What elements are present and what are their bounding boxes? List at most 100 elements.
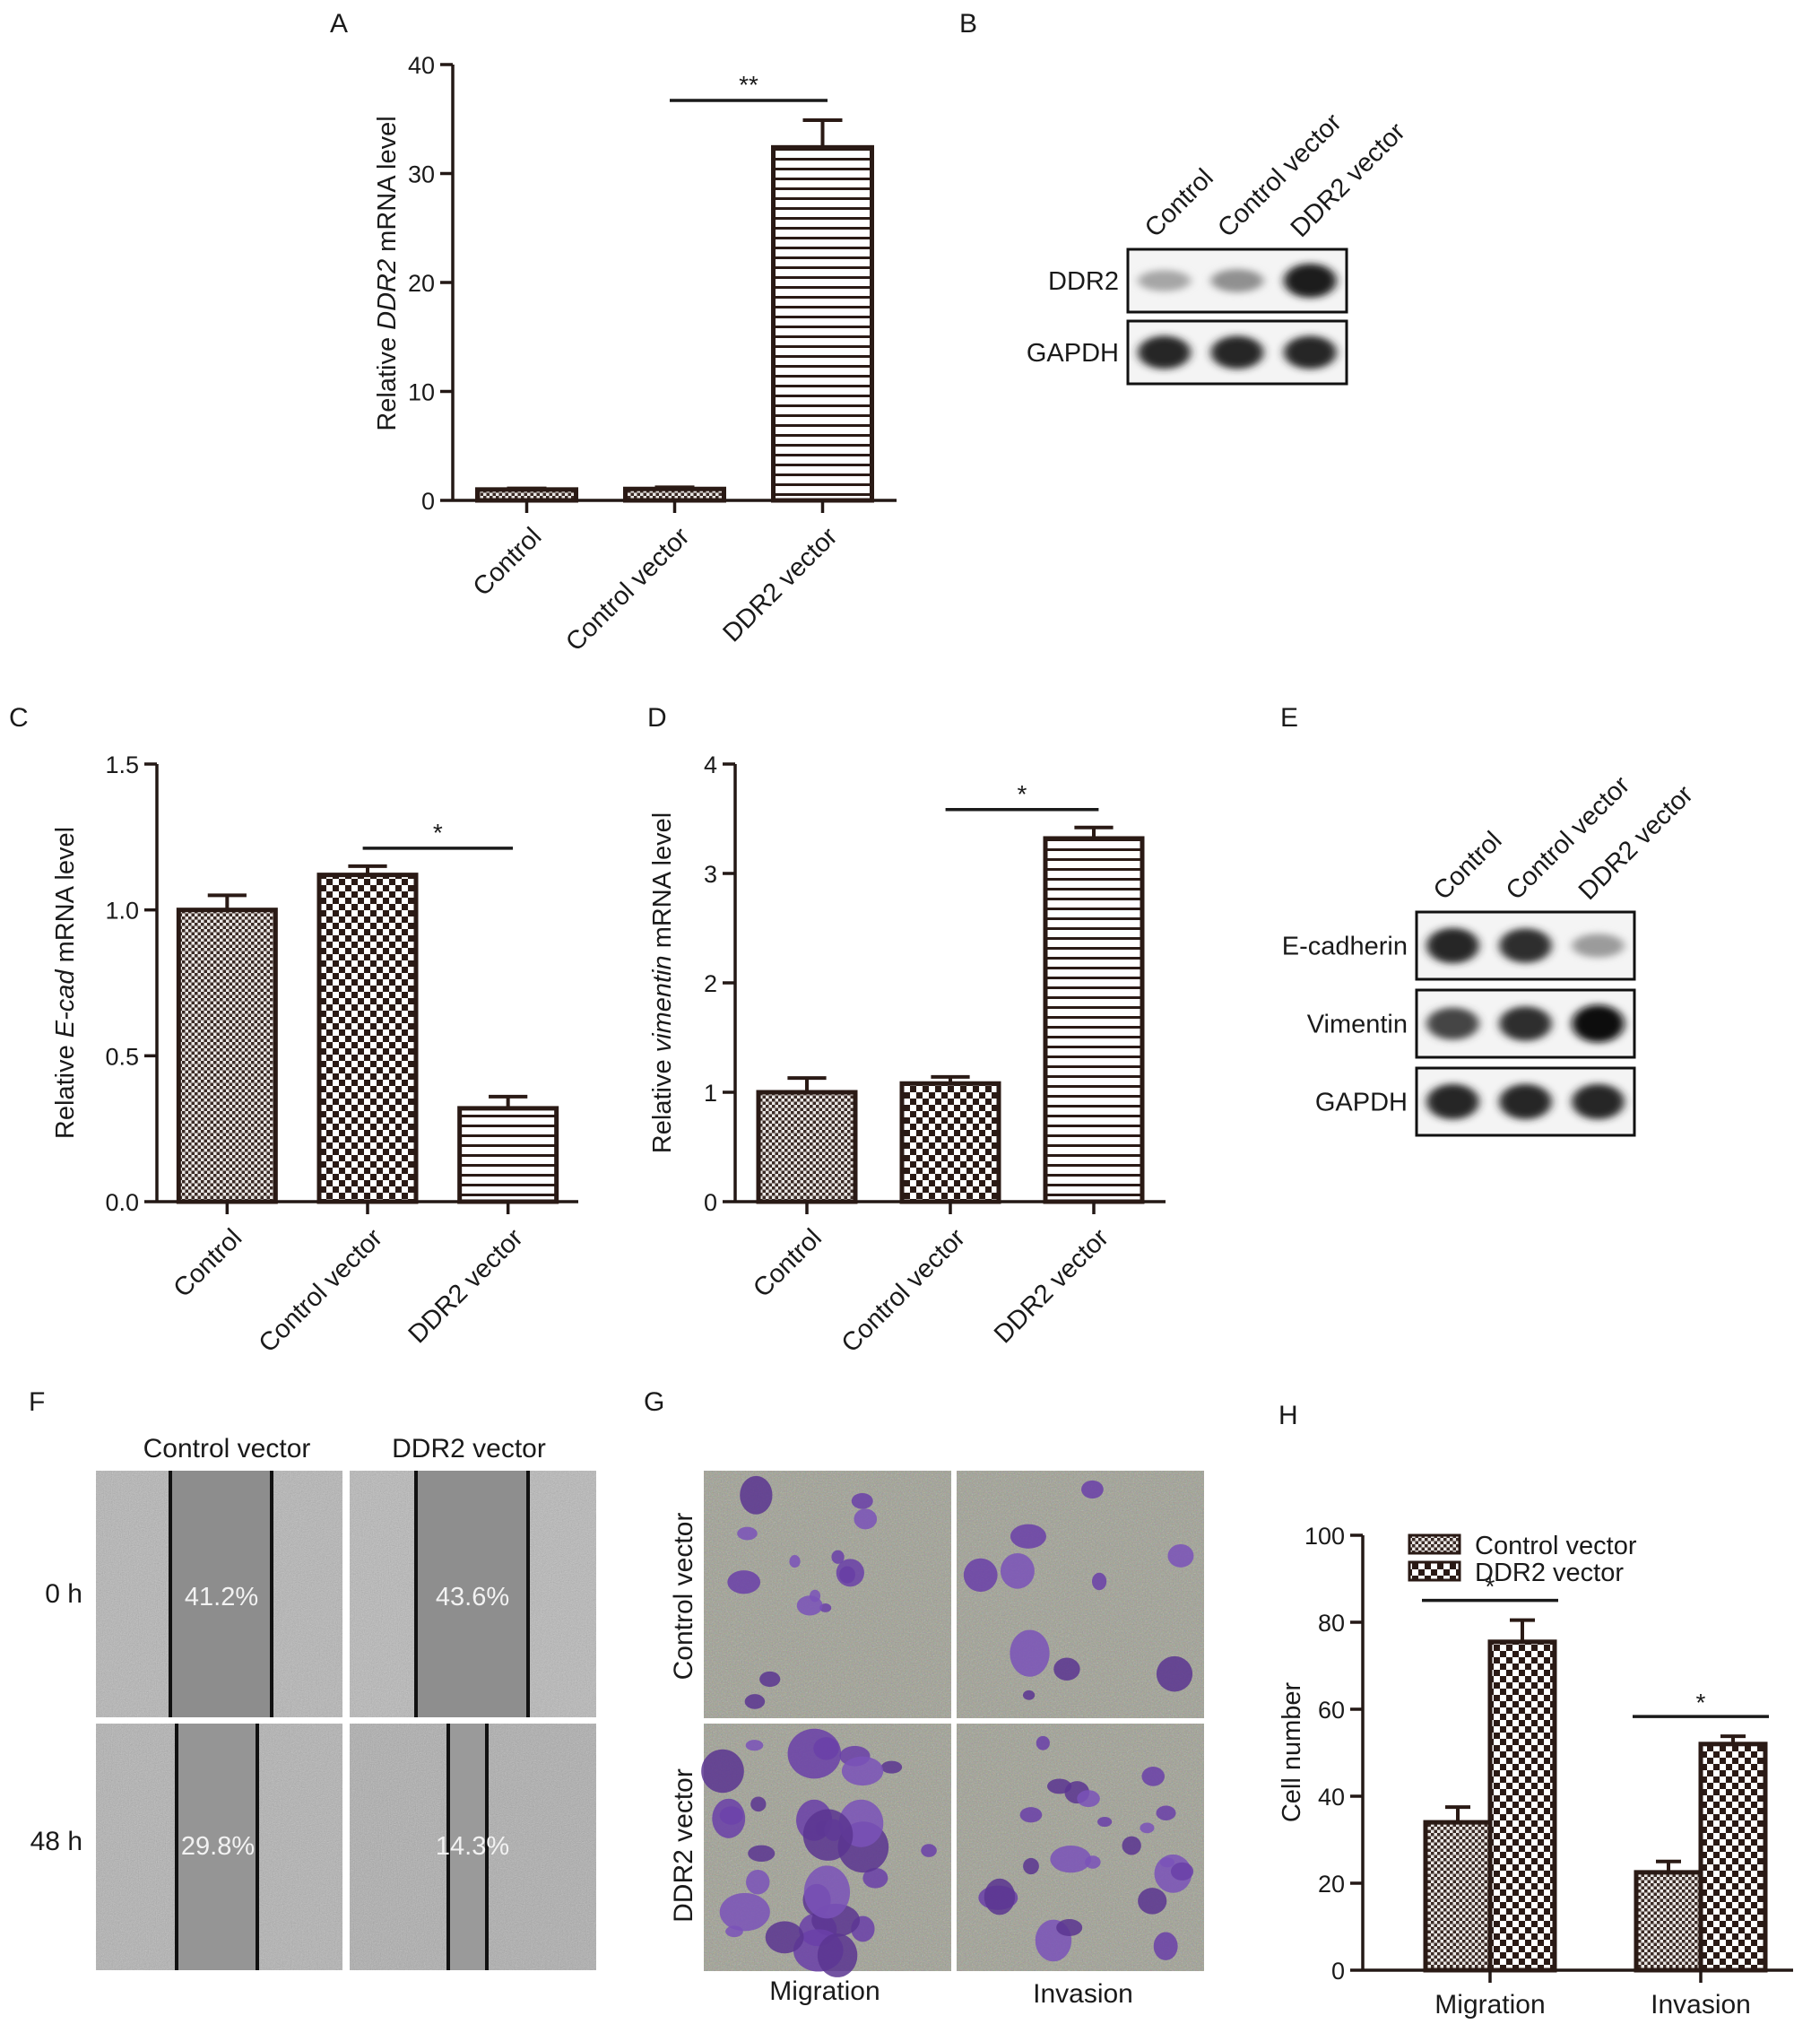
blot-band — [1138, 270, 1191, 291]
panel-g-row-label-1: DDR2 vector — [669, 1768, 698, 1923]
y-tick-label: 20 — [408, 270, 435, 297]
blot-band — [1499, 928, 1552, 963]
legend-swatch — [1408, 1533, 1461, 1555]
x-category-label: Control vector — [560, 522, 696, 657]
panel-f-row-label-0: 0 h — [45, 1579, 82, 1609]
panel-g: G Control vector DDR2 vector Migration I… — [644, 1387, 1204, 2009]
bar-a-0 — [475, 487, 578, 503]
panel-letter-c: C — [9, 703, 29, 733]
panel-h-chart: 0 20 40 60 80 100 Migration * Invasion * Control v… — [1304, 1523, 1793, 2020]
y-tick-label: 0 — [704, 1189, 717, 1216]
x-category-label: Control — [169, 1223, 248, 1303]
wound-percent-0h-control: 41.2% — [185, 1583, 258, 1611]
blot-row-label: DDR2 — [1048, 267, 1119, 296]
panel-c: C Relative E-cad mRNA level 0.0 0.5 1.0 1.5… — [9, 703, 578, 1359]
panel-f-col-label-1: DDR2 vector — [392, 1434, 546, 1464]
x-category-label: DDR2 vector — [989, 1223, 1114, 1349]
blot-row-label: GAPDH — [1315, 1089, 1408, 1117]
blot-band — [1210, 269, 1264, 292]
bar-a-1 — [623, 486, 726, 503]
panel-g-row-label-0: Control vector — [669, 1513, 698, 1681]
wound-image-48h-ddr2 — [350, 1724, 596, 1970]
y-tick-label: 0.5 — [105, 1043, 139, 1070]
panel-letter-e: E — [1280, 703, 1298, 733]
blot-lane-label: Control — [1428, 826, 1508, 906]
x-category-label: DDR2 vector — [403, 1223, 529, 1349]
blot-row-label: GAPDH — [1027, 339, 1119, 368]
panel-a: A Relative DDR2 mRNA level 0 10 20 30 40 Cont… — [330, 9, 897, 657]
y-tick-label: 30 — [408, 161, 435, 188]
panel-a-chart: 0 10 20 30 40 Control Control vector DDR2 vecto… — [408, 52, 897, 657]
y-tick-label: 0.0 — [105, 1189, 139, 1216]
x-category-label: Invasion — [1651, 1990, 1751, 2020]
bar-c-2 — [457, 1106, 559, 1204]
blot-band — [1572, 1083, 1625, 1120]
y-tick-label: 80 — [1318, 1610, 1345, 1637]
panel-d-chart: 0 1 2 3 4 Control Control vector DDR2 vector * — [704, 751, 1166, 1359]
panel-letter-g: G — [644, 1387, 664, 1417]
bar-h-1-0 — [1634, 1870, 1703, 1973]
panel-f-row-label-1: 48 h — [30, 1827, 82, 1856]
significance-label: * — [1696, 1689, 1706, 1716]
y-tick-label: 1.5 — [105, 751, 139, 778]
y-tick-label: 2 — [704, 970, 717, 997]
blot-band — [1499, 1006, 1552, 1041]
blot-lane-label: Control vector — [1501, 770, 1636, 906]
significance-label: * — [1486, 1573, 1495, 1601]
blot-lane-label: Control vector — [1212, 108, 1348, 243]
blot-band — [1284, 263, 1337, 299]
blot-band — [1426, 927, 1479, 964]
panel-h-ylabel: Cell number — [1278, 1681, 1306, 1822]
y-tick-label: 1 — [704, 1080, 717, 1107]
x-category-label: Control vector — [836, 1223, 972, 1359]
bar-d-2 — [1043, 836, 1145, 1204]
blot-row-label: E-cadherin — [1282, 933, 1408, 961]
panel-g-micrographs — [701, 1471, 1204, 1977]
y-tick-label: 40 — [1318, 1784, 1345, 1811]
y-tick-label: 10 — [408, 379, 435, 406]
panel-letter-b: B — [959, 9, 977, 39]
significance-label: ** — [739, 71, 758, 99]
significance-label: * — [433, 819, 443, 847]
blot-band — [1572, 934, 1625, 958]
bar-h-0-1 — [1487, 1639, 1557, 1973]
panel-d: D Relative vimentin mRNA level 0 1 2 3 4 Cont… — [647, 703, 1166, 1359]
wound-percent-48h-control: 29.8% — [181, 1832, 255, 1861]
wound-percent-0h-ddr2: 43.6% — [436, 1583, 509, 1611]
x-category-label: DDR2 vector — [717, 522, 843, 647]
y-tick-label: 100 — [1304, 1523, 1345, 1550]
bar-d-0 — [756, 1090, 858, 1204]
panel-letter-a: A — [330, 9, 348, 39]
blot-band — [1426, 1083, 1479, 1120]
y-tick-label: 0 — [421, 488, 435, 515]
panel-g-col-label-1: Invasion — [1033, 1979, 1133, 2009]
significance-label: * — [1018, 780, 1027, 808]
bar-h-1-1 — [1698, 1742, 1768, 1973]
panel-c-chart: 0.0 0.5 1.0 1.5 Control Control vector DDR2 ve… — [105, 751, 578, 1359]
blot-lane-label: Control — [1140, 163, 1219, 243]
transwell-image — [957, 1724, 1204, 1971]
panel-d-ylabel: Relative vimentin mRNA level — [648, 812, 677, 1153]
panel-letter-f: F — [29, 1387, 45, 1417]
panel-letter-d: D — [647, 703, 667, 733]
bar-d-1 — [899, 1081, 1001, 1204]
panel-letter-h: H — [1278, 1401, 1298, 1430]
x-category-label: Control — [468, 522, 548, 602]
wound-image-0h-control — [96, 1471, 342, 1717]
y-tick-label: 40 — [408, 52, 435, 79]
legend-swatch — [1408, 1560, 1461, 1582]
y-tick-label: 0 — [1331, 1958, 1345, 1985]
blot-band — [1426, 1007, 1479, 1040]
x-category-label: Control — [748, 1223, 828, 1303]
bar-h-0-0 — [1423, 1820, 1493, 1973]
bar-c-0 — [176, 908, 278, 1204]
transwell-image — [957, 1471, 1204, 1718]
x-category-label: Migration — [1434, 1990, 1545, 2020]
panel-c-ylabel: Relative E-cad mRNA level — [51, 827, 80, 1139]
y-tick-label: 3 — [704, 861, 717, 888]
wound-image-48h-control — [96, 1724, 342, 1970]
panel-a-ylabel: Relative DDR2 mRNA level — [373, 116, 402, 430]
wound-percent-48h-ddr2: 14.3% — [436, 1832, 509, 1861]
blot-row-label: Vimentin — [1307, 1011, 1408, 1039]
